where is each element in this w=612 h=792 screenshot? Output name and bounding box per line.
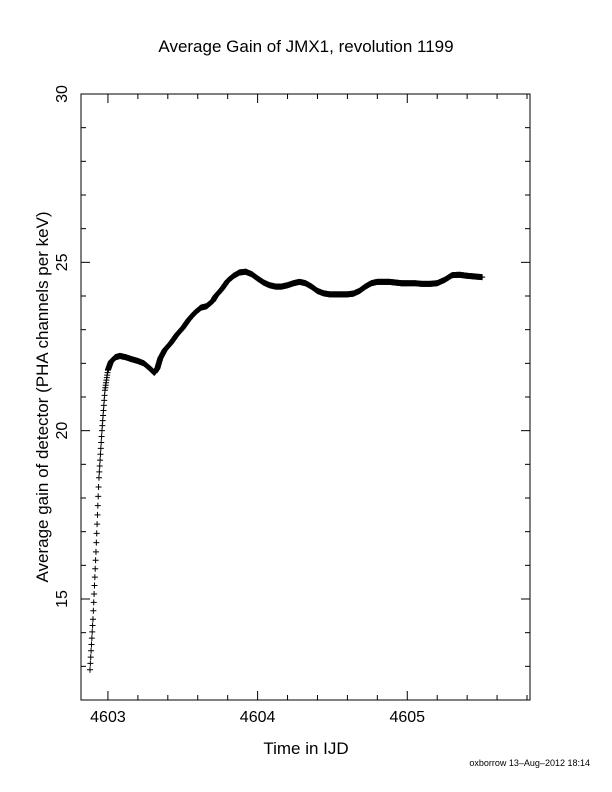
- data-point: [87, 660, 94, 667]
- data-point: [92, 565, 99, 572]
- data-point: [98, 439, 105, 446]
- data-point: [98, 433, 105, 440]
- data-point: [93, 530, 100, 537]
- data-point: [101, 397, 108, 404]
- data-point: [479, 274, 486, 281]
- x-axis-ticks: 4603 4604 4605: [90, 94, 528, 726]
- data-point: [91, 574, 98, 581]
- x-tick-label: 4604: [240, 709, 276, 726]
- data-point: [92, 548, 99, 555]
- data-point: [88, 641, 95, 648]
- data-point: [89, 622, 96, 629]
- data-point: [94, 511, 101, 518]
- data-point: [94, 502, 101, 509]
- data-point: [86, 666, 93, 673]
- chart-title: Average Gain of JMX1, revolution 1199: [158, 37, 453, 56]
- data-point: [98, 427, 105, 434]
- data-point: [99, 422, 106, 429]
- data-point: [100, 407, 107, 414]
- data-point: [93, 539, 100, 546]
- data-point: [90, 599, 97, 606]
- data-point: [96, 468, 103, 475]
- data-point: [87, 654, 94, 661]
- x-tick-label: 4605: [389, 709, 425, 726]
- y-tick-label: 25: [54, 253, 71, 271]
- y-axis-label: Average gain of detector (PHA channels p…: [33, 211, 52, 582]
- data-point: [100, 412, 107, 419]
- data-point: [91, 582, 98, 589]
- plot-frame: [80, 93, 531, 701]
- data-point: [99, 417, 106, 424]
- footer-credit: oxborrow 13–Aug–2012 18:14: [469, 758, 590, 768]
- y-tick-label: 20: [54, 422, 71, 440]
- y-tick-label: 30: [54, 85, 71, 103]
- data-point: [97, 445, 104, 452]
- y-axis-ticks: 15 20 25 30: [54, 85, 530, 667]
- data-point: [95, 493, 102, 500]
- data-point: [92, 557, 99, 564]
- data-point: [97, 457, 104, 464]
- data-point: [96, 463, 103, 470]
- data-point: [97, 451, 104, 458]
- data-point: [90, 607, 97, 614]
- data-point: [95, 474, 102, 481]
- data-point: [89, 628, 96, 635]
- y-tick-label: 15: [54, 590, 71, 608]
- x-tick-label: 4603: [90, 709, 126, 726]
- data-point: [88, 647, 95, 654]
- data-point: [91, 590, 98, 597]
- data-point: [94, 521, 101, 528]
- data-point: [100, 402, 107, 409]
- data-point: [89, 616, 96, 623]
- data-points: [86, 268, 486, 673]
- data-point: [95, 484, 102, 491]
- x-axis-label: Time in IJD: [263, 739, 348, 758]
- data-point: [101, 392, 108, 399]
- data-point: [88, 635, 95, 642]
